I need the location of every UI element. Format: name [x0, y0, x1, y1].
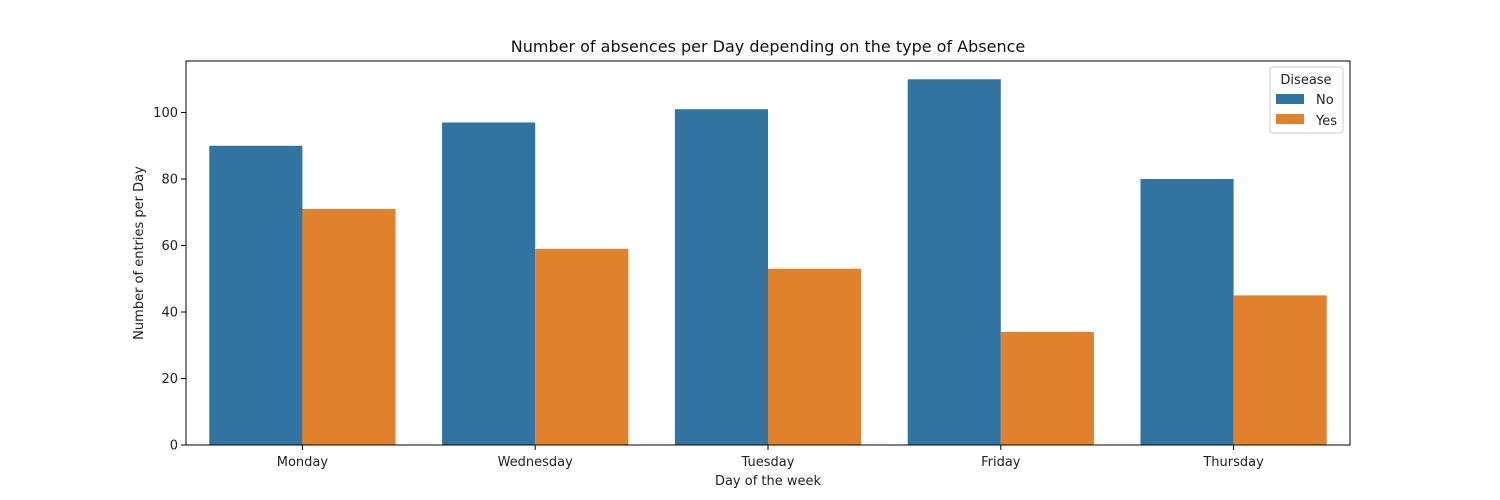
bar-no-monday — [209, 145, 303, 445]
y-axis: 0 20 40 60 80 100 — [153, 106, 186, 454]
bar-no-wednesday — [442, 122, 536, 445]
x-axis-label: Day of the week — [715, 474, 822, 489]
y-tick-label: 60 — [161, 239, 178, 254]
y-tick-label: 40 — [161, 306, 178, 321]
bar-yes-monday — [302, 208, 396, 445]
chart-title: Number of absences per Day depending on … — [511, 37, 1025, 56]
plot-frame — [185, 60, 1351, 446]
legend-title: Disease — [1280, 73, 1331, 88]
x-axis: Monday Wednesday Tuesday Friday Thursday — [277, 445, 1264, 470]
x-tick-label: Wednesday — [498, 455, 574, 470]
x-tick-label: Thursday — [1202, 455, 1264, 470]
y-tick-label: 20 — [161, 372, 178, 387]
legend-label-yes: Yes — [1315, 114, 1337, 129]
legend: Disease No Yes — [1269, 66, 1344, 134]
x-tick-label: Friday — [981, 455, 1021, 470]
bar-yes-tuesday — [768, 268, 862, 445]
bar-yes-thursday — [1233, 295, 1327, 445]
bar-yes-friday — [1000, 331, 1094, 445]
y-axis-label: Number of entries per Day — [132, 166, 147, 340]
bar-no-tuesday — [674, 109, 768, 445]
y-tick-label: 0 — [170, 439, 178, 454]
bar-yes-wednesday — [535, 248, 629, 445]
y-tick-label: 80 — [161, 173, 178, 188]
y-tick-label: 100 — [153, 106, 178, 121]
legend-swatch-no — [1276, 94, 1304, 104]
x-tick-label: Tuesday — [741, 455, 795, 470]
x-tick-label: Monday — [277, 455, 329, 470]
bar-no-friday — [907, 79, 1001, 446]
bars-group — [209, 79, 1327, 446]
bar-no-thursday — [1140, 179, 1234, 445]
legend-swatch-yes — [1276, 114, 1304, 124]
legend-label-no: No — [1316, 93, 1334, 108]
